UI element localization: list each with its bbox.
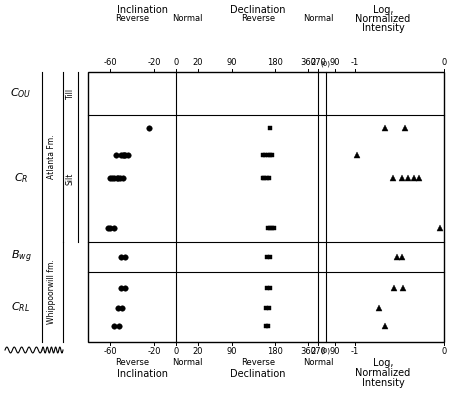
Text: Normal: Normal [303, 14, 333, 23]
Text: Log,: Log, [373, 5, 393, 15]
Text: Normal: Normal [172, 14, 202, 23]
Text: Reverse: Reverse [115, 14, 149, 23]
Text: -60: -60 [103, 347, 117, 356]
Text: Declination: Declination [230, 5, 286, 15]
Text: (0): (0) [320, 60, 330, 67]
Text: Silt: Silt [66, 172, 75, 185]
Text: 360: 360 [300, 347, 316, 356]
Text: 180: 180 [267, 347, 283, 356]
Text: 270: 270 [310, 58, 326, 67]
Text: 0: 0 [441, 58, 446, 67]
Text: 270: 270 [310, 347, 326, 356]
Text: Inclination: Inclination [117, 5, 168, 15]
Text: Reverse: Reverse [115, 358, 149, 367]
Text: Declination: Declination [230, 369, 286, 379]
Text: 0: 0 [173, 347, 179, 356]
Text: Reverse: Reverse [241, 14, 275, 23]
Text: 180: 180 [267, 58, 283, 67]
Text: Whippoorwill fm.: Whippoorwill fm. [48, 259, 57, 324]
Text: Log,: Log, [373, 358, 393, 368]
Text: $C_R$: $C_R$ [14, 172, 28, 185]
Text: -1: -1 [351, 347, 359, 356]
Text: (0): (0) [320, 347, 330, 353]
Text: 90: 90 [226, 347, 237, 356]
Text: Normal: Normal [303, 358, 333, 367]
Text: $C_{RL}$: $C_{RL}$ [12, 300, 31, 314]
Text: Inclination: Inclination [117, 369, 168, 379]
Text: Reverse: Reverse [241, 358, 275, 367]
Text: $B_{wg}$: $B_{wg}$ [11, 249, 32, 265]
Text: $C_{OU}$: $C_{OU}$ [10, 87, 32, 100]
Text: Normalized: Normalized [356, 14, 410, 24]
Text: Normal: Normal [172, 358, 202, 367]
Text: 90: 90 [330, 347, 340, 356]
Text: 0: 0 [441, 347, 446, 356]
Text: Intensity: Intensity [362, 23, 405, 33]
Text: 90: 90 [226, 58, 237, 67]
Text: Intensity: Intensity [362, 378, 405, 388]
Text: 360: 360 [300, 58, 316, 67]
Text: 90: 90 [330, 58, 340, 67]
Bar [88, 72, 444, 342]
Text: Till: Till [66, 88, 75, 99]
Text: -60: -60 [103, 58, 117, 67]
Text: -1: -1 [351, 58, 359, 67]
Text: Normalized: Normalized [356, 368, 410, 378]
Text: 20: 20 [193, 58, 203, 67]
Text: -20: -20 [147, 347, 161, 356]
Text: 0: 0 [173, 58, 179, 67]
Text: 20: 20 [193, 347, 203, 356]
Text: -20: -20 [147, 58, 161, 67]
Text: Atlanta Fm.: Atlanta Fm. [48, 135, 57, 179]
